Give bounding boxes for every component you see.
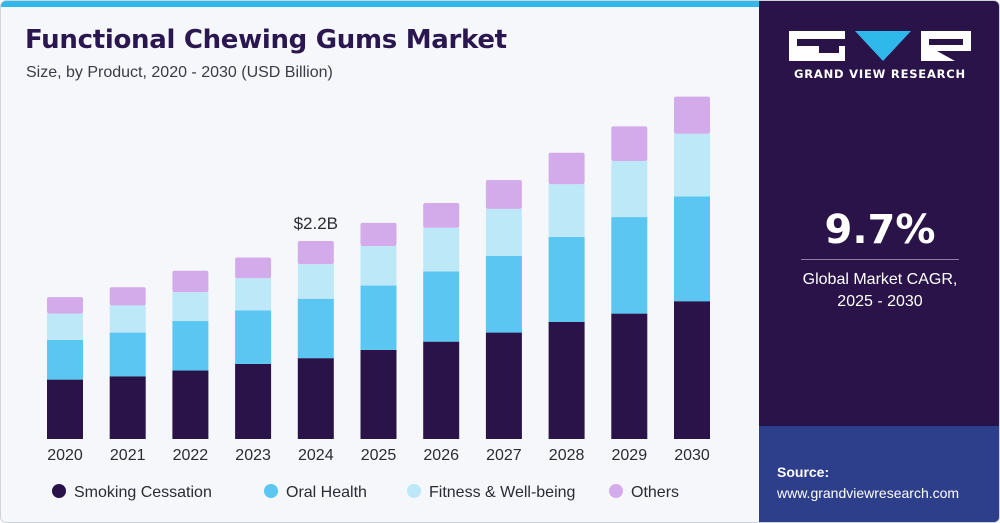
bar-segment-2023-others: [235, 257, 272, 279]
bar-segment-2022-fitness-well-being: [172, 292, 209, 322]
chart-title: Functional Chewing Gums Market: [25, 25, 507, 55]
x-tick-label: 2021: [110, 447, 146, 464]
bar-segment-2030-fitness-well-being: [674, 133, 710, 197]
bar-segment-2022-others: [172, 270, 209, 293]
bar-segment-2021-smoking-cessation: [109, 376, 146, 439]
bar-segment-2026-oral-health: [423, 271, 460, 342]
bar-segment-2021-oral-health: [109, 332, 146, 377]
legend-marker-fitness-well-being: [407, 484, 421, 498]
bar-segment-2027-fitness-well-being: [485, 208, 522, 256]
legend-label: Oral Health: [286, 484, 367, 501]
bar-segment-2022-smoking-cessation: [172, 370, 209, 439]
bar-segment-2028-oral-health: [548, 236, 585, 322]
bar-segment-2025-smoking-cessation: [360, 349, 397, 439]
x-tick-label: 2026: [423, 447, 459, 464]
source-footer: [759, 426, 999, 522]
bar-segment-2029-smoking-cessation: [611, 313, 648, 439]
bar-segment-2026-smoking-cessation: [423, 341, 460, 439]
bar-segment-2024-others: [297, 241, 334, 265]
x-tick-label: 2028: [549, 447, 585, 464]
bar-segment-2030-others: [674, 96, 710, 134]
x-tick-label: 2027: [486, 447, 522, 464]
bar-segment-2021-others: [109, 287, 146, 306]
cagr-value: 9.7%: [824, 207, 936, 253]
bar-segment-2030-oral-health: [674, 196, 710, 302]
sidebar-panel: GRAND VIEW RESEARCH 9.7% Global Market C…: [759, 1, 999, 522]
top-accent-bar: [1, 1, 759, 7]
bar-segment-2020-smoking-cessation: [47, 379, 83, 439]
x-tick-label: 2030: [674, 447, 710, 464]
bar-segment-2020-fitness-well-being: [47, 313, 83, 340]
bar-segment-2022-oral-health: [172, 321, 209, 371]
bar-segment-2028-others: [548, 152, 585, 185]
bar-segment-2028-smoking-cessation: [548, 321, 585, 439]
brand-logo-icon: [789, 31, 971, 61]
cagr-label-line1: Global Market CAGR,: [802, 271, 958, 288]
bar-segment-2024-fitness-well-being: [297, 264, 334, 299]
bar-segment-2023-oral-health: [235, 310, 272, 364]
bar-segment-2027-others: [485, 179, 522, 209]
cagr-label-line2: 2025 - 2030: [837, 293, 923, 310]
bar-segment-2028-fitness-well-being: [548, 184, 585, 237]
data-label-2024: $2.2B: [294, 214, 338, 233]
bar-segment-2020-oral-health: [47, 340, 83, 380]
x-tick-label: 2029: [612, 447, 648, 464]
legend-label: Fitness & Well-being: [429, 484, 575, 501]
stacked-bar-chart: 2020 2021 2022 2023 2024 $2.2B 2025 2026 2027 202…: [47, 96, 710, 501]
legend-marker-others: [609, 484, 623, 498]
bar-segment-2030-smoking-cessation: [674, 301, 710, 439]
x-tick-label: 2025: [361, 447, 397, 464]
bar-segment-2023-smoking-cessation: [235, 363, 272, 439]
bar-segment-2024-smoking-cessation: [297, 358, 334, 439]
bar-segment-2020-others: [47, 297, 83, 314]
bar-segment-2026-fitness-well-being: [423, 227, 460, 272]
legend-label: Others: [631, 484, 679, 501]
bar-segment-2029-oral-health: [611, 217, 648, 314]
bar-segment-2023-fitness-well-being: [235, 278, 272, 311]
cagr-divider: [801, 259, 959, 260]
x-tick-label: 2022: [173, 447, 209, 464]
legend-marker-smoking-cessation: [52, 484, 66, 498]
source-title: Source:: [777, 464, 830, 480]
bar-segment-2025-others: [360, 222, 397, 246]
bar-segment-2025-fitness-well-being: [360, 245, 397, 286]
bar-segment-2027-smoking-cessation: [485, 332, 522, 439]
legend-marker-oral-health: [264, 484, 278, 498]
bar-segment-2025-oral-health: [360, 285, 397, 350]
x-tick-label: 2024: [298, 447, 334, 464]
x-tick-label: 2020: [47, 447, 83, 464]
legend-label: Smoking Cessation: [74, 484, 212, 501]
bar-segment-2021-fitness-well-being: [109, 305, 146, 333]
bar-segment-2029-fitness-well-being: [611, 160, 648, 218]
chart-subtitle: Size, by Product, 2020 - 2030 (USD Billi…: [26, 64, 333, 81]
bar-segment-2027-oral-health: [485, 255, 522, 333]
bar-segment-2024-oral-health: [297, 298, 334, 359]
cagr-label: Global Market CAGR, 2025 - 2030: [759, 269, 999, 313]
bar-segment-2029-others: [611, 126, 648, 161]
bar-segment-2026-others: [423, 203, 460, 228]
source-link[interactable]: www.grandviewresearch.com: [777, 485, 960, 501]
x-tick-label: 2023: [235, 447, 271, 464]
brand-name: GRAND VIEW RESEARCH: [794, 67, 966, 81]
